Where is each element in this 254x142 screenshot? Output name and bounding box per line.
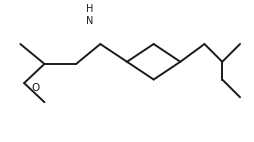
Text: N: N (86, 16, 94, 26)
Text: O: O (31, 83, 39, 93)
Text: H: H (86, 4, 94, 14)
